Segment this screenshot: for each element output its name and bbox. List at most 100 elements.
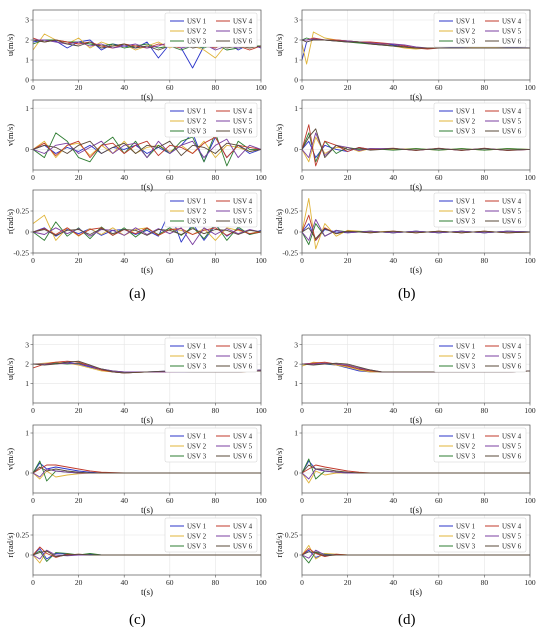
x-tick-label: 40 [120,406,128,415]
legend-label: USV 6 [233,453,253,461]
legend-box [164,12,258,48]
plot-frame [32,9,262,81]
legend-label: USV 3 [187,218,207,226]
x-tick-label: 40 [389,578,397,587]
legend-label: USV 1 [187,198,207,206]
series-line-usv5 [33,227,261,246]
series-group [33,210,261,246]
x-tick-label: 80 [212,578,220,587]
legend-label: USV 2 [456,533,476,541]
y-tick-label: 1 [294,429,298,438]
legend: USV 1 USV 2 USV 3 USV 4 USV 5 USV 6 [164,517,258,553]
legend-label: USV 6 [502,543,522,551]
legend: USV 1 USV 2 USV 3 USV 4 USV 5 USV 6 [164,192,258,228]
legend-label: USV 1 [187,343,207,351]
legend-label: USV 2 [187,353,207,361]
x-tick-label: 100 [255,173,267,182]
x-tick-label: 20 [344,83,352,92]
legend-label: USV 5 [502,208,522,216]
series-line-usv1 [33,462,261,474]
x-axis-label: t(s) [410,415,422,425]
y-tick-label: 0.25 [285,531,298,540]
y-axis-label: u(m/s) [274,34,284,56]
y-axis-label: v(m/s) [274,448,284,470]
x-tick-label: 40 [389,256,397,265]
y-tick-label: 2 [25,36,29,45]
legend: USV 1 USV 2 USV 3 USV 4 USV 5 USV 6 [433,517,527,553]
x-tick-label: 20 [75,256,83,265]
x-tick-label: 20 [75,578,83,587]
legend-box [164,102,258,138]
y-axis-label: v(m/s) [5,448,15,470]
legend: USV 1 USV 2 USV 3 USV 4 USV 5 USV 6 [164,427,258,463]
legend-label: USV 1 [456,198,476,206]
legend-box [433,427,527,463]
x-tick-label: 40 [120,496,128,505]
legend-box [433,192,527,228]
x-axis-label: t(s) [410,505,422,515]
y-axis-label: r(rad/s) [274,209,284,234]
legend-label: USV 5 [233,28,253,36]
series-line-usv5 [302,468,530,480]
series-line-usv4 [33,136,261,159]
series-group [302,31,530,65]
x-tick-label: 80 [212,496,220,505]
series-line-usv2 [33,140,261,159]
x-tick-label: 100 [255,256,267,265]
legend-label: USV 1 [456,433,476,441]
legend: USV 1 USV 2 USV 3 USV 4 USV 5 USV 6 [433,192,527,228]
legend-box [164,427,258,463]
y-tick-label: 0 [294,469,298,478]
legend-label: USV 3 [456,453,476,461]
x-tick-label: 40 [389,406,397,415]
legend-label: USV 4 [233,343,253,351]
legend-label: USV 4 [502,108,522,116]
legend-label: USV 3 [187,363,207,371]
x-tick-label: 40 [389,83,397,92]
x-tick-label: 20 [344,406,352,415]
legend-label: USV 4 [233,198,253,206]
series-line-usv5 [33,138,261,159]
legend-label: USV 3 [456,128,476,136]
y-tick-label: 2 [294,36,298,45]
legend-box [164,337,258,373]
legend-label: USV 4 [233,523,253,531]
x-axis-label: t(s) [141,265,153,275]
series-group [302,197,530,250]
y-tick-label: -0.25 [13,249,29,258]
y-axis-label: u(m/s) [274,358,284,380]
x-tick-label: 60 [166,83,174,92]
y-tick-label: 1 [294,104,298,113]
x-tick-label: 100 [524,83,536,92]
y-tick-label: 0 [25,551,29,560]
x-tick-label: 80 [481,578,489,587]
x-tick-label: 20 [75,83,83,92]
legend-label: USV 5 [233,353,253,361]
legend-label: USV 4 [233,433,253,441]
x-tick-label: 60 [435,578,443,587]
x-tick-label: 80 [481,256,489,265]
x-tick-label: 20 [75,173,83,182]
legend-label: USV 1 [187,108,207,116]
x-tick-label: 60 [435,496,443,505]
series-line-usv6 [302,227,530,240]
panel-label-d: (d) [398,612,416,628]
x-tick-label: 100 [524,173,536,182]
plot-frame [301,99,531,171]
panel-label-c: (c) [129,612,146,628]
legend-label: USV 3 [187,543,207,551]
x-tick-label: 80 [481,83,489,92]
legend-label: USV 1 [456,343,476,351]
series-line-usv6 [33,140,261,157]
series-line-usv5 [33,39,261,51]
legend-label: USV 6 [502,218,522,226]
legend-label: USV 3 [187,38,207,46]
y-tick-label: 1 [25,56,29,65]
plot-frame [32,99,262,171]
y-tick-label: 0 [25,469,29,478]
legend-label: USV 5 [502,28,522,36]
